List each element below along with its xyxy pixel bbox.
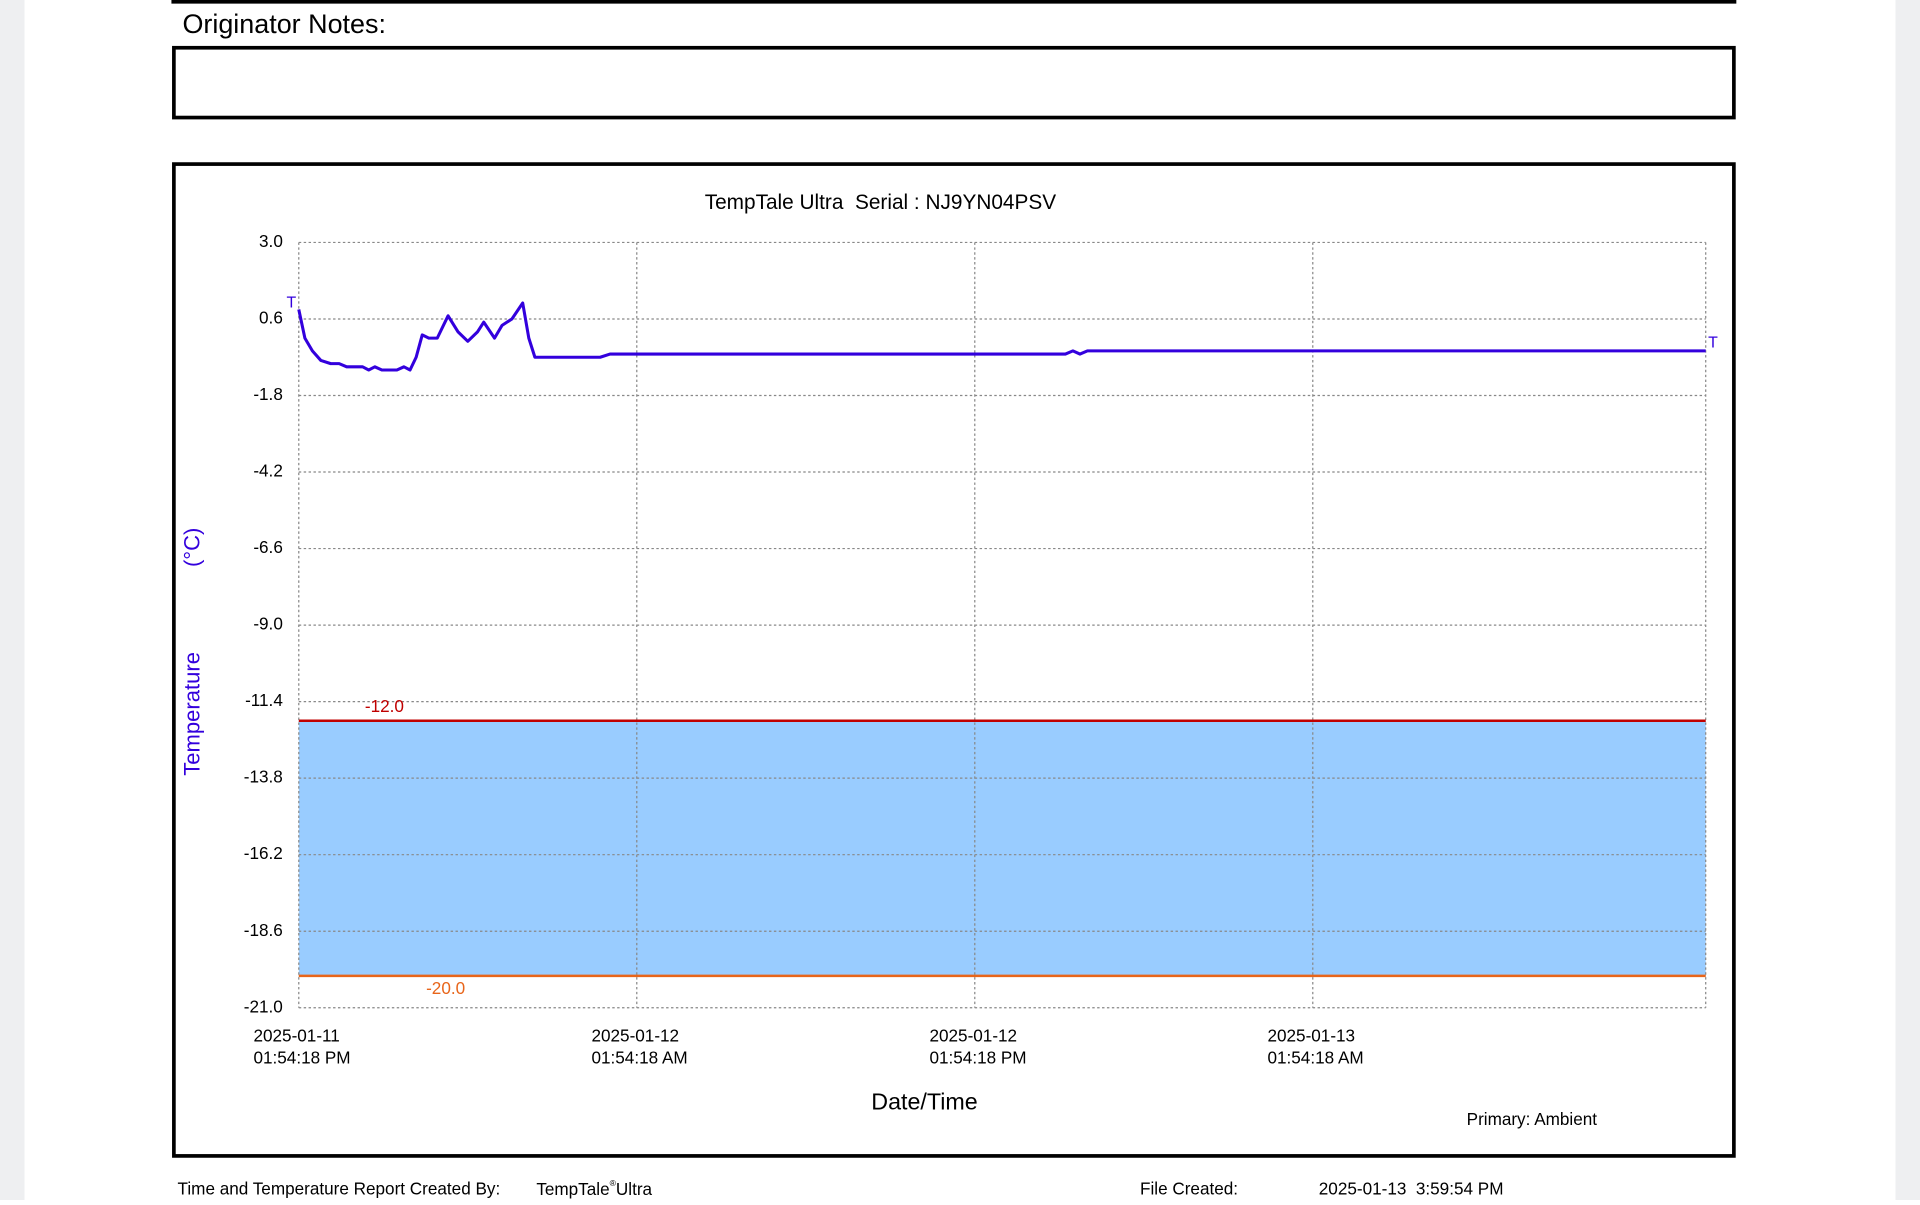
y-tick-label: -9.0 [253,614,283,634]
x-tick-label: 2025-01-13 [1267,1026,1355,1046]
y-tick-label: -6.6 [253,537,283,557]
y-tick-label: -1.8 [253,384,283,404]
y-tick-label: -11.4 [245,690,283,710]
x-tick-label: 01:54:18 PM [253,1048,350,1068]
plot: 3.0 0.6 -1.8 -4.2 -6.6 -9.0 -11.4 -13.8 -16.2 -18… [244,231,1718,1068]
limit-label: -12.0 [365,696,404,716]
data-line [297,301,1706,372]
x-tick-label: 01:54:18 PM [929,1048,1026,1068]
legend: Primary: Ambient [1467,1109,1598,1129]
side-margin [1895,0,1920,1200]
side-margin [0,0,25,1200]
x-tick-label: 01:54:18 AM [1267,1048,1363,1068]
file-created: 2025-01-13 3:59:54 PM [1319,1179,1504,1199]
footer-label: Time and Temperature Report Created By: [178,1179,501,1199]
chart-frame [172,162,1736,1158]
y-tick-label: 3.0 [259,231,283,251]
notes-box [172,45,1736,120]
y-axis-label: Temperature [179,652,204,776]
footer-product: TempTale®Ultra [536,1178,652,1198]
x-tick-label: 2025-01-11 [253,1026,339,1046]
y-tick-label: 0.6 [259,308,283,328]
registered-mark: ® [610,1178,617,1188]
x-tick-label: 2025-01-12 [591,1026,679,1046]
product-suffix: Ultra [616,1179,653,1199]
y-tick-label: -4.2 [253,461,283,481]
y-tick-label: -13.8 [244,767,283,787]
x-tick-label: 01:54:18 AM [591,1048,687,1068]
y-tick-label: -16.2 [244,843,283,863]
y-tick-label: -18.6 [244,920,283,940]
limit-label: -20.0 [426,978,465,998]
product: TempTale [536,1179,609,1199]
y-axis-unit: (°C) [179,528,204,567]
notes-label: Originator Notes: [182,9,386,39]
chart-title: TempTale Ultra Serial : NJ9YN04PSV [705,191,1056,214]
end-marker: T [1708,335,1718,352]
x-axis-label: Date/Time [871,1088,977,1114]
start-marker: T [287,294,297,311]
limit-band [298,720,1706,976]
x-tick-label: 2025-01-12 [929,1026,1017,1046]
file-created-label: File Created: [1140,1179,1238,1199]
y-tick-label: -21.0 [244,996,283,1016]
